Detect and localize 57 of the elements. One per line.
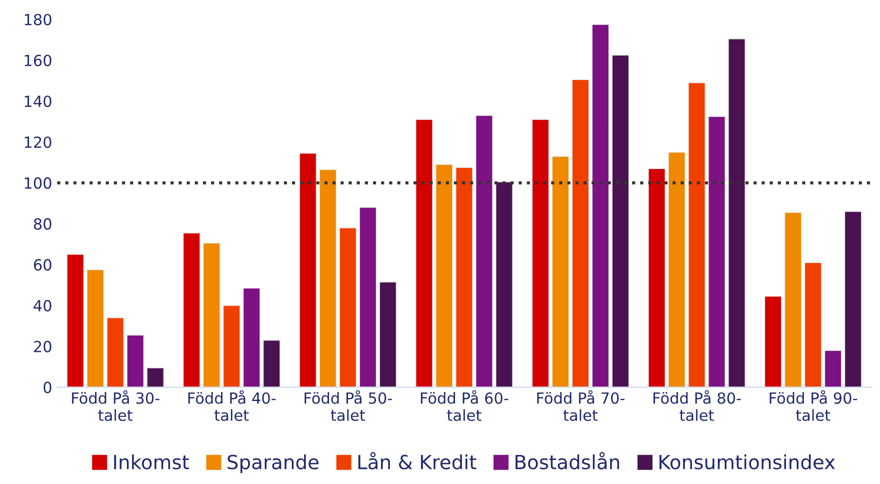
bar (146, 367, 164, 388)
bar (202, 242, 220, 388)
bar (262, 340, 280, 388)
x-tick-label: Född På 40-talet (188, 390, 276, 421)
bar (222, 305, 240, 388)
y-tick-label: 0 (44, 382, 52, 394)
x-tick-label: Född På 90-talet (770, 390, 858, 421)
y-tick-label: 60 (34, 259, 52, 271)
y-tick-label: 80 (34, 218, 52, 230)
y-tick-label: 20 (34, 340, 52, 352)
bar (648, 168, 666, 388)
bar (359, 206, 377, 388)
y-tick-label: 40 (34, 300, 52, 312)
bar (379, 282, 397, 388)
bar (495, 181, 514, 388)
y-tick-label: 140 (24, 96, 52, 108)
bar (106, 317, 124, 388)
y-tick-label: 180 (24, 14, 52, 26)
bar (455, 167, 474, 388)
bar (319, 169, 337, 388)
bar (475, 114, 494, 388)
x-tick-label: Född På 60-talet (420, 390, 508, 421)
bar (552, 156, 570, 388)
bar (66, 254, 84, 388)
bar (728, 38, 746, 388)
bar (592, 24, 610, 388)
bar (572, 79, 590, 388)
bar (844, 211, 862, 388)
x-tick-label: Född På 70-talet (537, 390, 625, 421)
bar (299, 152, 317, 388)
bar (242, 288, 260, 388)
bar (532, 119, 550, 388)
bar (126, 334, 144, 388)
bar (764, 296, 782, 388)
bar (784, 212, 802, 388)
y-tick-label: 160 (24, 54, 52, 66)
legend-label: Sparande (228, 454, 318, 474)
x-tick-label: Född På 50-talet (304, 390, 392, 421)
y-tick-label: 100 (24, 177, 52, 189)
legend-label: Inkomst (114, 454, 189, 470)
bar (339, 227, 357, 388)
legend-label: Bostadslån (516, 452, 620, 470)
bar (415, 119, 434, 388)
bar (86, 269, 104, 388)
legend-label: Konsumtionsindex (660, 454, 835, 470)
x-tick-label: Född På 30-talet (72, 390, 160, 421)
bar (668, 152, 686, 388)
bar (435, 164, 454, 388)
bar (708, 116, 726, 388)
bar (824, 350, 842, 388)
bar (612, 54, 630, 388)
bar (804, 262, 822, 388)
y-tick-label: 120 (24, 136, 52, 148)
legend-label: Lån & Kredit (358, 452, 476, 470)
x-tick-label: Född På 80-talet (654, 390, 741, 421)
bar (688, 82, 706, 388)
bar (182, 232, 200, 388)
